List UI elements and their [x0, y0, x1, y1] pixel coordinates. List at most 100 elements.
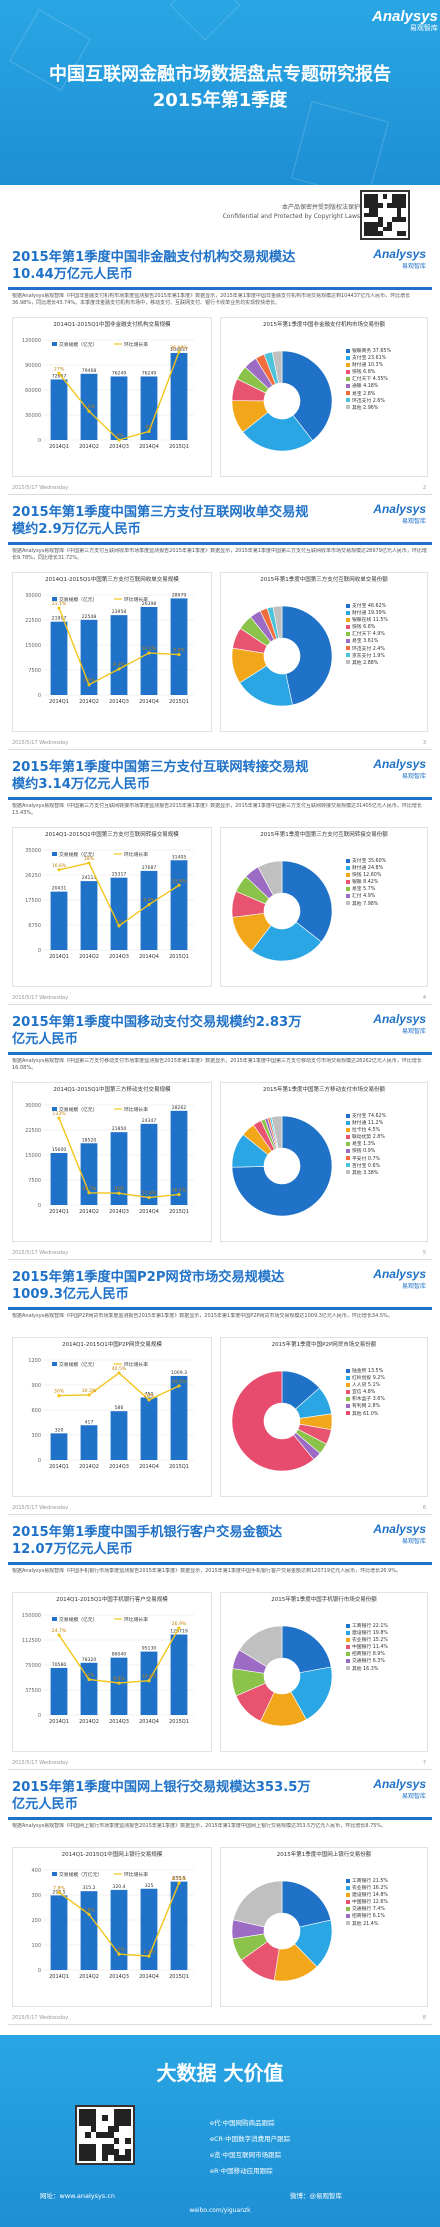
bar	[140, 607, 158, 695]
growth-point	[87, 1393, 91, 1397]
legend-item: 交通银行 6.3%	[346, 1658, 388, 1665]
pie-slice	[257, 860, 283, 896]
y-tick-label: 300	[31, 1433, 41, 1439]
bar	[50, 891, 68, 950]
bar-label: 78320	[82, 1657, 97, 1663]
legend-swatch	[346, 376, 350, 381]
bar-chart-panel: 2014Q1-2015Q1中国第三方支付互联网收单交易规模 0 7500 15000…	[12, 572, 212, 732]
slide-date: 2015/5/17 Wednesday	[12, 995, 69, 1001]
x-tick-label: 2014Q3	[109, 444, 129, 450]
legend-label: 建设银行 14.8%	[352, 1893, 388, 1899]
pie-slice	[238, 1625, 283, 1668]
page-number: 7	[422, 1760, 426, 1766]
legend-item: 联动优势 2.8%	[346, 1134, 386, 1141]
growth-label: 30.3%	[82, 1388, 97, 1394]
legend-item: 支付宝 46.62%	[346, 603, 388, 610]
growth-label: 24.7%	[52, 1628, 67, 1634]
legend-label: 平安付 0.7%	[352, 1156, 381, 1162]
site-link[interactable]: 网址：www.analysys.cn	[40, 2192, 116, 2200]
title-divider	[8, 1562, 432, 1565]
legend-label: 银联 8.42%	[352, 880, 379, 886]
legend-swatch	[346, 398, 350, 403]
footer-link[interactable]: eR·中国移动应用跟踪	[210, 2167, 273, 2175]
legend-item: 农业银行 15.2%	[346, 1637, 388, 1644]
growth-point	[147, 429, 151, 434]
bar-label: 70580	[52, 1662, 67, 1668]
bar-label: 315.2	[82, 1885, 95, 1891]
bar-chart-panel: 2014Q1-2015Q1中国第三方支付互联网转接交易规模 0 8750 17500…	[12, 827, 212, 987]
footer-link[interactable]: e览·中国互联网市场跟踪	[210, 2151, 282, 2159]
footer-link[interactable]: e代·中国网购商品跟踪	[210, 2119, 275, 2127]
x-tick-label: 2014Q1	[49, 699, 69, 705]
bar-label: 76249	[142, 370, 157, 376]
legend-item: 其他 3.38%	[346, 1170, 386, 1177]
legend-label: 工商银行 22.1%	[352, 1624, 388, 1629]
legend-item: 快钱 6.8%	[346, 624, 388, 631]
bar-label: 25317	[112, 872, 127, 878]
legend-label: 其他 3.38%	[352, 1170, 379, 1176]
bar	[140, 1397, 158, 1460]
y-tick-label: 120000	[22, 338, 41, 344]
slide-date: 2015/5/17 Wednesday	[12, 1760, 69, 1766]
y-tick-label: 37500	[25, 1688, 41, 1694]
legend-swatch	[346, 1375, 350, 1380]
growth-point	[57, 371, 61, 375]
growth-point	[177, 1384, 181, 1388]
growth-label: 18.7%	[82, 1186, 97, 1192]
y-tick-label: 900	[31, 1383, 41, 1389]
slide-date: 2015/5/17 Wednesday	[12, 1505, 69, 1511]
legend-label: 环比增长率	[124, 1616, 148, 1623]
legend-label: 农业银行 15.2%	[352, 1638, 388, 1644]
growth-line	[58, 1372, 180, 1401]
y-tick-label: 200	[31, 1918, 41, 1924]
growth-point	[147, 1398, 151, 1402]
growth-point	[117, 1952, 121, 1956]
legend-swatch	[346, 1885, 350, 1890]
footer-qr-code	[75, 2105, 135, 2165]
weibo-link[interactable]: 微博：@易观智库	[290, 2192, 342, 2200]
legend-swatch	[346, 1403, 350, 1408]
bar-chart-panel: 2014Q1-2015Q1中国P2P网贷交易规模 0 300 600 900 1200 3…	[12, 1337, 212, 1497]
growth-point	[177, 1626, 181, 1630]
growth-point	[117, 1371, 121, 1375]
pie-slice	[281, 1880, 332, 1928]
legend-swatch	[346, 1637, 350, 1642]
slide-summary: 根据Analysys易观智库《中国手机银行市场季度监测报告2015年第1季度》数…	[12, 1568, 401, 1574]
bar	[170, 1110, 188, 1205]
bar	[170, 598, 188, 695]
growth-point	[147, 1954, 151, 1958]
analysys-logo[interactable]: Analysys 易观智库	[372, 8, 438, 32]
legend-swatch	[346, 1113, 350, 1118]
growth-label: 133%	[52, 1111, 66, 1117]
bar	[80, 373, 98, 440]
bar-label: 1009.3	[171, 1370, 187, 1376]
growth-point	[57, 606, 61, 610]
growth-label: 7.8%	[53, 1885, 65, 1891]
x-tick-label: 2014Q3	[109, 1464, 129, 1470]
legend-swatch	[346, 362, 350, 367]
legend-item: 其他 2.88%	[346, 660, 388, 667]
legend-label: 交易规模（亿元）	[59, 1361, 97, 1368]
y-tick-label: 90000	[25, 363, 41, 369]
growth-label: 30%	[54, 1389, 65, 1395]
slide-title: 2015年第1季度中国非金融支付机构交易规模达10.44万亿元人民币	[12, 250, 296, 282]
legend-label: 其他 7.98%	[352, 901, 379, 907]
legend-swatch	[346, 858, 350, 863]
slide-logo: Analysys 易观智库	[373, 1777, 426, 1800]
x-tick-label: 2014Q4	[139, 954, 159, 960]
y-tick-label: 1200	[28, 1358, 41, 1364]
legend-item: 拉卡拉 4.5%	[346, 1127, 386, 1134]
legend-label: 交易规模（亿元）	[59, 1616, 97, 1623]
growth-label: 16.1%	[172, 1187, 187, 1193]
legend-item: 汇付天下 4.9%	[346, 631, 388, 638]
footer-link[interactable]: eCR·中国数字消费用户跟踪	[210, 2135, 291, 2143]
legend-swatch	[346, 872, 350, 877]
slide-date: 2015/5/17 Wednesday	[12, 1250, 69, 1256]
qr-code	[360, 190, 410, 240]
y-tick-label: 0	[38, 1968, 41, 1974]
bar	[50, 1153, 68, 1205]
legend-swatch	[346, 1382, 350, 1387]
title-divider	[8, 797, 432, 800]
legend-swatch	[346, 348, 350, 353]
legend-label: 积木盒子 3.6%	[352, 1397, 385, 1403]
